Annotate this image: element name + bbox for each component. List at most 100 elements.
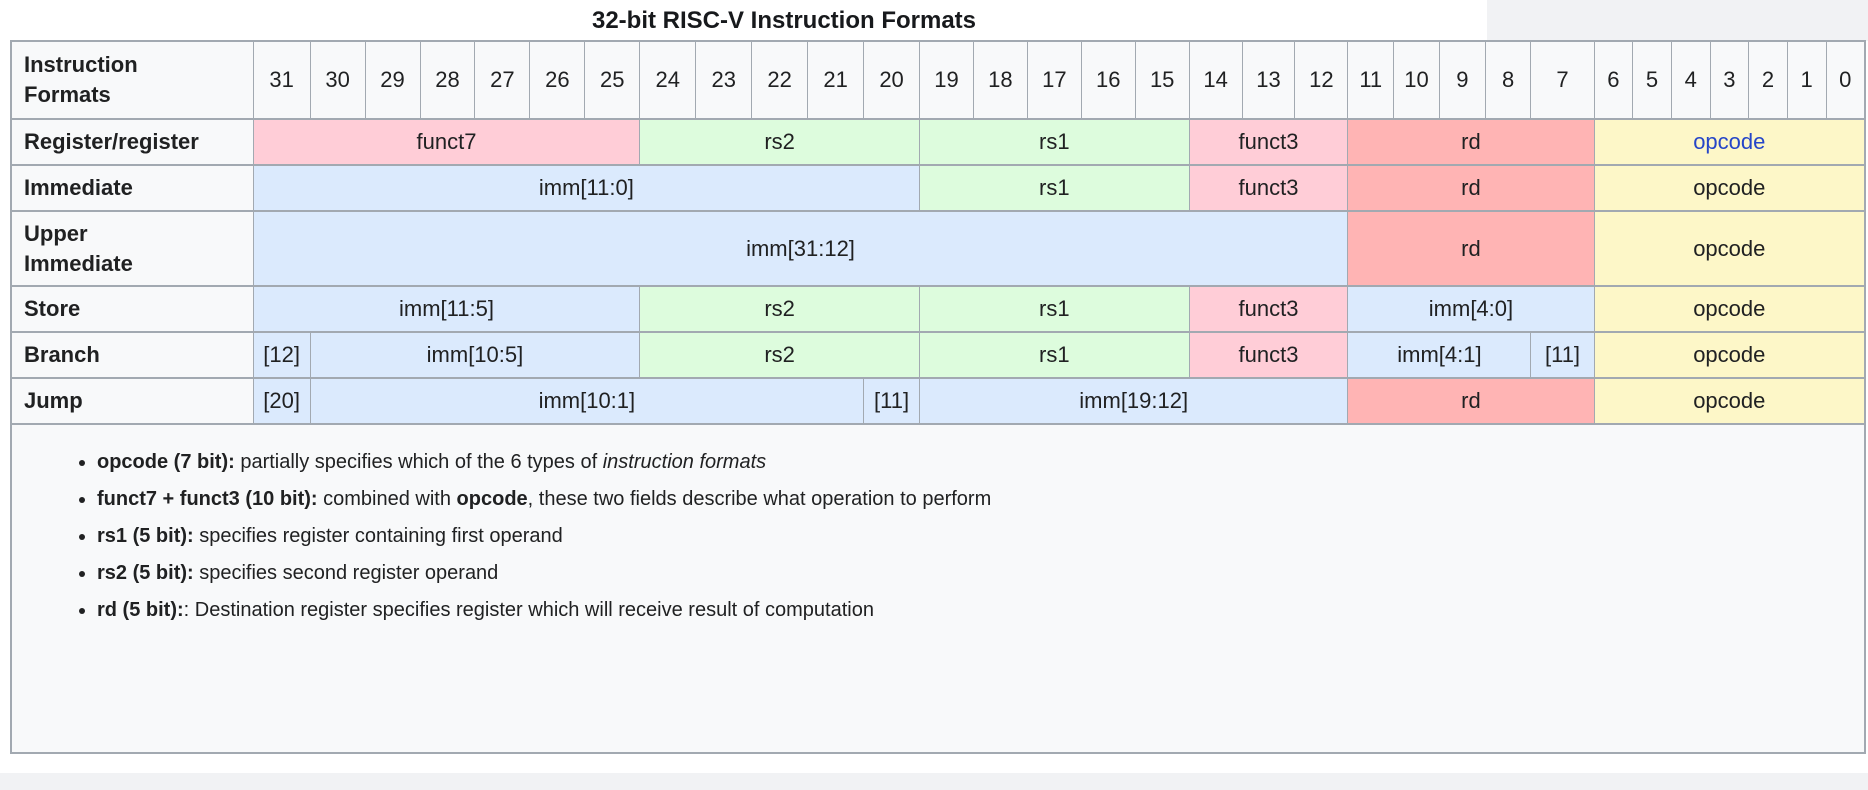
bit-column-22: 22 [751,40,809,120]
bit-column-9: 9 [1438,40,1486,120]
note-text-segment: , these two fields describe what operati… [527,488,992,510]
note-text-segment: instruction formats [602,451,767,473]
bit-column-2: 2 [1748,40,1788,120]
field-cell-rs1: rs1 [919,118,1190,166]
bit-column-12: 12 [1294,40,1349,120]
field-cell-rs1: rs1 [919,164,1190,212]
row-label-text: Upper Immediate [24,220,133,276]
note-item: rs2 (5 bit): specifies second register o… [97,561,1863,585]
field-cell-imm-11-5: imm[11:5] [252,285,641,333]
notes-row: opcode (7 bit): partially specifies whic… [10,423,1866,754]
bit-column-10: 10 [1393,40,1440,120]
bit-column-28: 28 [419,40,476,120]
header-label-cell: Instruction Formats [10,40,254,120]
field-cell-opcode: opcode [1593,164,1866,212]
row-label-register-register: Register/register [10,118,254,166]
field-cell-imm-11-0: imm[11:0] [252,164,921,212]
header-label: Instruction Formats [24,52,138,107]
note-item: rd (5 bit):: Destination register specif… [97,598,1863,622]
field-cell-imm-19-12: imm[19:12] [919,377,1349,425]
table-title: 32-bit RISC-V Instruction Formats [591,7,977,34]
field-cell-imm-31-12: imm[31:12] [252,210,1349,287]
bit-column-0: 0 [1825,40,1866,120]
bit-column-21: 21 [807,40,865,120]
field-cell-opcode: opcode [1593,331,1866,379]
field-cell-rs2: rs2 [639,118,921,166]
field-notes-section: opcode (7 bit): partially specifies whic… [10,423,1866,754]
field-cell-imm-10-1: imm[10:1] [309,377,865,425]
note-text-segment: rd (5 bit): [97,599,184,621]
row-label-text: Register/register [24,129,199,154]
bit-column-25: 25 [584,40,641,120]
bit-column-8: 8 [1484,40,1532,120]
row-label-upper-immediate: Upper Immediate [10,210,254,287]
bit-column-13: 13 [1241,40,1296,120]
field-cell-opcode: opcode [1593,377,1866,425]
format-row-jump: Jump [20] imm[10:1] [11] imm[19:12] rd opcode [10,377,1866,425]
row-label-jump: Jump [10,377,254,425]
field-cell-rs1: rs1 [919,331,1190,379]
field-cell-rs1: rs1 [919,285,1190,333]
note-text-segment: specifies register containing first oper… [193,525,563,547]
bit-column-19: 19 [919,40,974,120]
opcode-link[interactable]: opcode [1693,129,1766,154]
note-text-segment: rs2 (5 bit): [97,562,194,584]
field-cell-funct3: funct3 [1188,164,1349,212]
bit-column-18: 18 [972,40,1028,120]
note-text-segment: combined with [317,488,457,510]
field-cell-rd: rd [1347,164,1595,212]
row-label-immediate: Immediate [10,164,254,212]
field-cell-opcode: opcode [1593,118,1866,166]
field-cell-rs2: rs2 [639,285,921,333]
bit-column-30: 30 [309,40,366,120]
note-item: opcode (7 bit): partially specifies whic… [97,450,1863,474]
instruction-formats-table: Instruction Formats 31 30 29 28 27 26 25 24 23 22… [10,40,1866,754]
note-text-segment: opcode [456,488,528,510]
bit-column-6: 6 [1593,40,1634,120]
field-cell-imm-4-0: imm[4:0] [1347,285,1595,333]
bit-column-15: 15 [1134,40,1190,120]
field-cell-imm-4-1: imm[4:1] [1347,331,1532,379]
note-text-segment: rs1 (5 bit): [97,525,194,547]
note-text-segment: specifies second register operand [193,562,499,584]
row-label-text: Store [24,296,81,321]
field-cell-rd: rd [1347,210,1595,287]
bit-column-7: 7 [1530,40,1595,120]
format-row-store: Store imm[11:5] rs2 rs1 funct3 imm[4:0] opcode [10,285,1866,333]
field-cell-funct3: funct3 [1188,285,1349,333]
bit-column-4: 4 [1670,40,1711,120]
field-cell-20: [20] [252,377,311,425]
row-label-branch: Branch [10,331,254,379]
field-cell-funct3: funct3 [1188,118,1349,166]
field-cell-12: [12] [252,331,311,379]
bit-column-23: 23 [695,40,753,120]
note-text-segment: partially specifies which of the 6 types… [234,451,603,473]
note-text-segment: funct7 + funct3 (10 bit): [97,488,318,510]
field-notes-list: opcode (7 bit): partially specifies whic… [13,450,1863,622]
field-cell-rs2: rs2 [639,331,921,379]
field-cell-opcode: opcode [1593,210,1866,287]
page-background-bottom [0,773,1868,790]
bit-column-1: 1 [1786,40,1827,120]
format-row-immediate: Immediate imm[11:0] rs1 funct3 rd opcode [10,164,1866,212]
field-cell-rd: rd [1347,377,1595,425]
bit-column-31: 31 [252,40,311,120]
bit-column-24: 24 [639,40,697,120]
format-row-register-register: Register/register funct7 rs2 rs1 funct3 rd opc… [10,118,1866,166]
bit-header-row: Instruction Formats 31 30 29 28 27 26 25 24 23 22… [10,40,1866,120]
bit-column-17: 17 [1026,40,1082,120]
bit-column-5: 5 [1632,40,1672,120]
row-label-store: Store [10,285,254,333]
note-item: funct7 + funct3 (10 bit): combined with … [97,487,1863,511]
bit-column-27: 27 [474,40,531,120]
field-cell-funct3: funct3 [1188,331,1349,379]
row-label-text: Branch [24,342,100,367]
field-cell-11: [11] [1530,331,1595,379]
field-cell-11: [11] [863,377,921,425]
bit-column-14: 14 [1188,40,1243,120]
format-row-branch: Branch [12] imm[10:5] rs2 rs1 funct3 imm[4:1][… [10,331,1866,379]
row-label-text: Immediate [24,175,133,200]
bit-column-11: 11 [1347,40,1395,120]
note-text-segment: : Destination register specifies registe… [183,599,874,621]
